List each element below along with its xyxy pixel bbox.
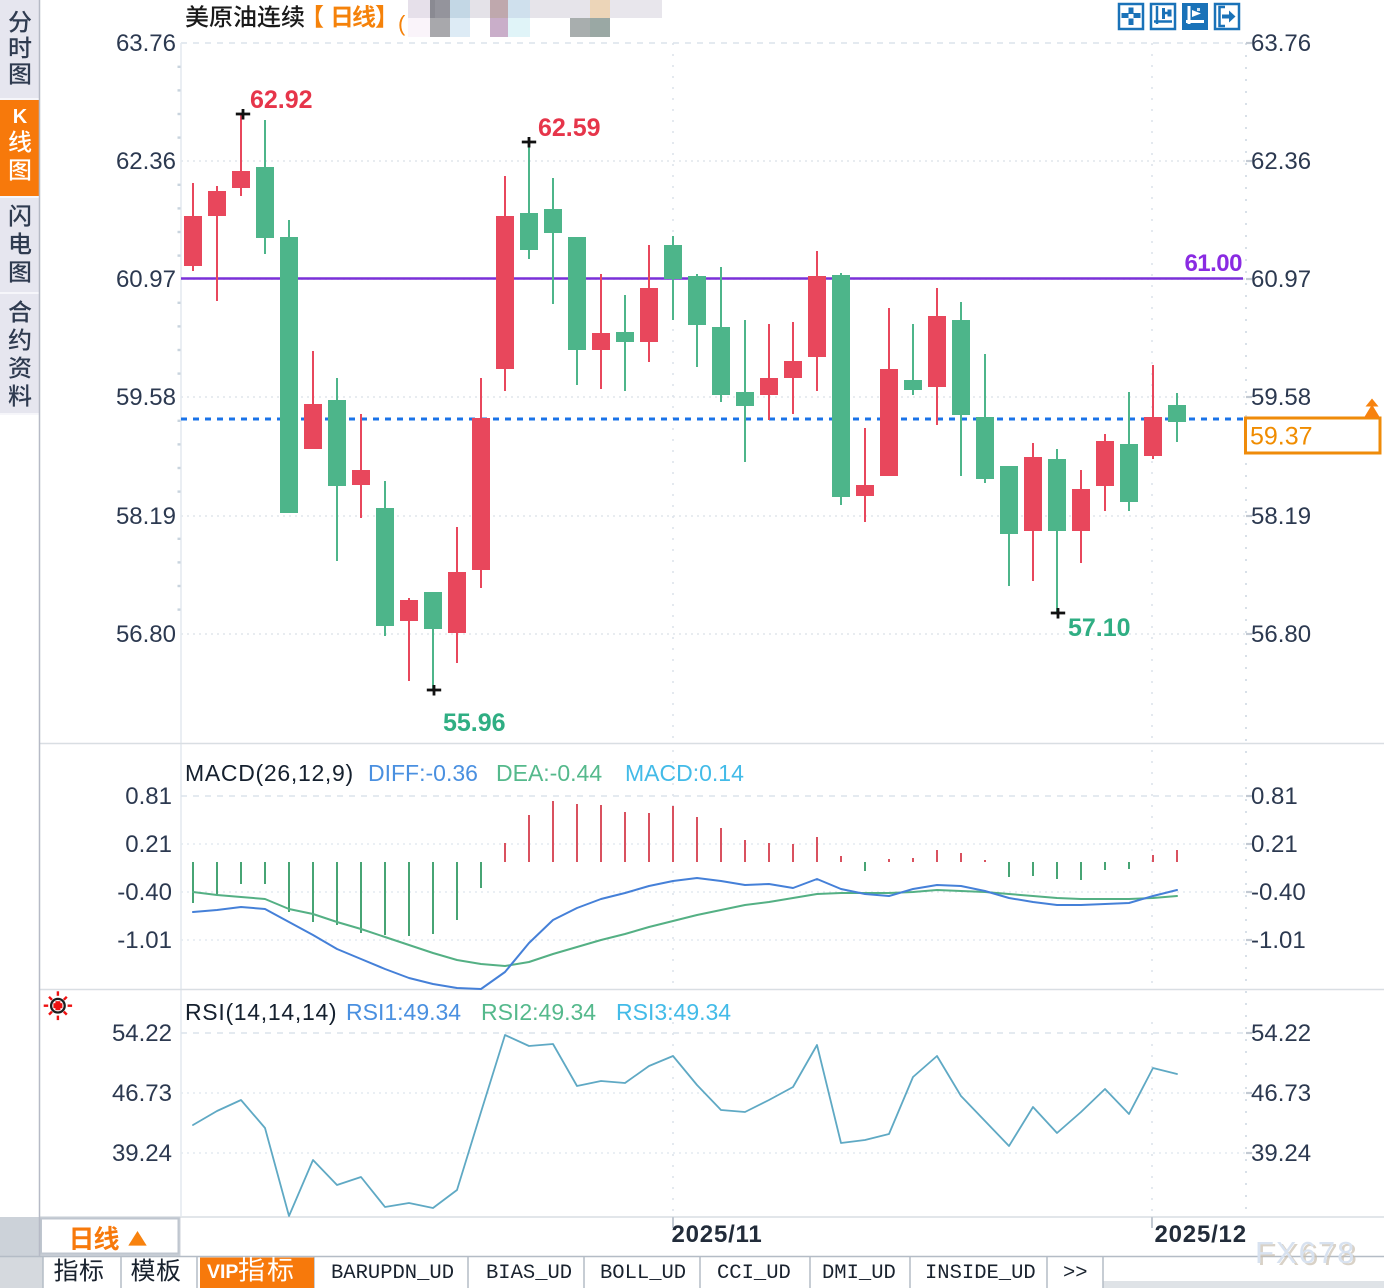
svg-text:61.00: 61.00 xyxy=(1184,250,1242,277)
svg-text:RSI(14,14,14): RSI(14,14,14) xyxy=(185,999,337,1025)
svg-text:BARUPDN_UD: BARUPDN_UD xyxy=(331,1262,454,1285)
svg-text:RSI3:49.34: RSI3:49.34 xyxy=(616,999,731,1025)
svg-text:FX678: FX678 xyxy=(1258,1237,1359,1272)
svg-text:MACD:0.14: MACD:0.14 xyxy=(625,760,744,786)
svg-text:-0.40: -0.40 xyxy=(1251,879,1306,906)
svg-text:2025/11: 2025/11 xyxy=(672,1221,763,1248)
svg-text:K: K xyxy=(13,106,28,128)
svg-text:60.97: 60.97 xyxy=(116,266,176,293)
svg-text:-1.01: -1.01 xyxy=(117,927,172,954)
svg-text:0.81: 0.81 xyxy=(1251,783,1298,810)
svg-text:62.59: 62.59 xyxy=(538,114,601,142)
svg-text:FX678: FX678 xyxy=(1255,1235,1356,1270)
svg-text:57.10: 57.10 xyxy=(1068,614,1131,642)
svg-text:INSIDE_UD: INSIDE_UD xyxy=(925,1262,1036,1285)
svg-text:DIFF:-0.36: DIFF:-0.36 xyxy=(368,760,478,786)
svg-text:0.21: 0.21 xyxy=(125,831,172,858)
svg-text:62.36: 62.36 xyxy=(116,148,176,175)
svg-text:>>: >> xyxy=(1063,1262,1088,1285)
svg-text:(: ( xyxy=(398,11,406,36)
svg-text:DMI_UD: DMI_UD xyxy=(822,1262,896,1285)
svg-text:59.58: 59.58 xyxy=(116,384,176,411)
svg-text:56.80: 56.80 xyxy=(116,621,176,648)
svg-text:56.80: 56.80 xyxy=(1251,621,1311,648)
svg-text:59.58: 59.58 xyxy=(1251,384,1311,411)
svg-text:54.22: 54.22 xyxy=(112,1020,172,1047)
svg-text:VIP: VIP xyxy=(207,1261,238,1283)
svg-text:62.36: 62.36 xyxy=(1251,148,1311,175)
svg-text:-0.40: -0.40 xyxy=(117,879,172,906)
svg-text:DEA:-0.44: DEA:-0.44 xyxy=(496,760,602,786)
svg-text:BIAS_UD: BIAS_UD xyxy=(486,1262,572,1285)
svg-text:0.21: 0.21 xyxy=(1251,831,1298,858)
svg-text:62.92: 62.92 xyxy=(250,86,313,114)
svg-text:BOLL_UD: BOLL_UD xyxy=(600,1262,686,1285)
svg-text:58.19: 58.19 xyxy=(1251,503,1311,530)
svg-text:MACD(26,12,9): MACD(26,12,9) xyxy=(185,760,354,786)
svg-text:60.97: 60.97 xyxy=(1251,266,1311,293)
svg-text:46.73: 46.73 xyxy=(112,1080,172,1107)
svg-text:RSI2:49.34: RSI2:49.34 xyxy=(481,999,596,1025)
svg-text:55.96: 55.96 xyxy=(443,709,506,737)
svg-text:2025/12: 2025/12 xyxy=(1155,1221,1247,1248)
svg-text:63.76: 63.76 xyxy=(1251,30,1311,57)
svg-text:46.73: 46.73 xyxy=(1251,1080,1311,1107)
svg-text:CCI_UD: CCI_UD xyxy=(717,1262,791,1285)
svg-text:RSI1:49.34: RSI1:49.34 xyxy=(346,999,461,1025)
svg-text:-1.01: -1.01 xyxy=(1251,927,1306,954)
svg-text:39.24: 39.24 xyxy=(112,1140,172,1167)
svg-text:58.19: 58.19 xyxy=(116,503,176,530)
svg-text:59.37: 59.37 xyxy=(1250,423,1313,451)
svg-text:54.22: 54.22 xyxy=(1251,1020,1311,1047)
svg-text:39.24: 39.24 xyxy=(1251,1140,1311,1167)
svg-text:63.76: 63.76 xyxy=(116,30,176,57)
svg-text:0.81: 0.81 xyxy=(125,783,172,810)
